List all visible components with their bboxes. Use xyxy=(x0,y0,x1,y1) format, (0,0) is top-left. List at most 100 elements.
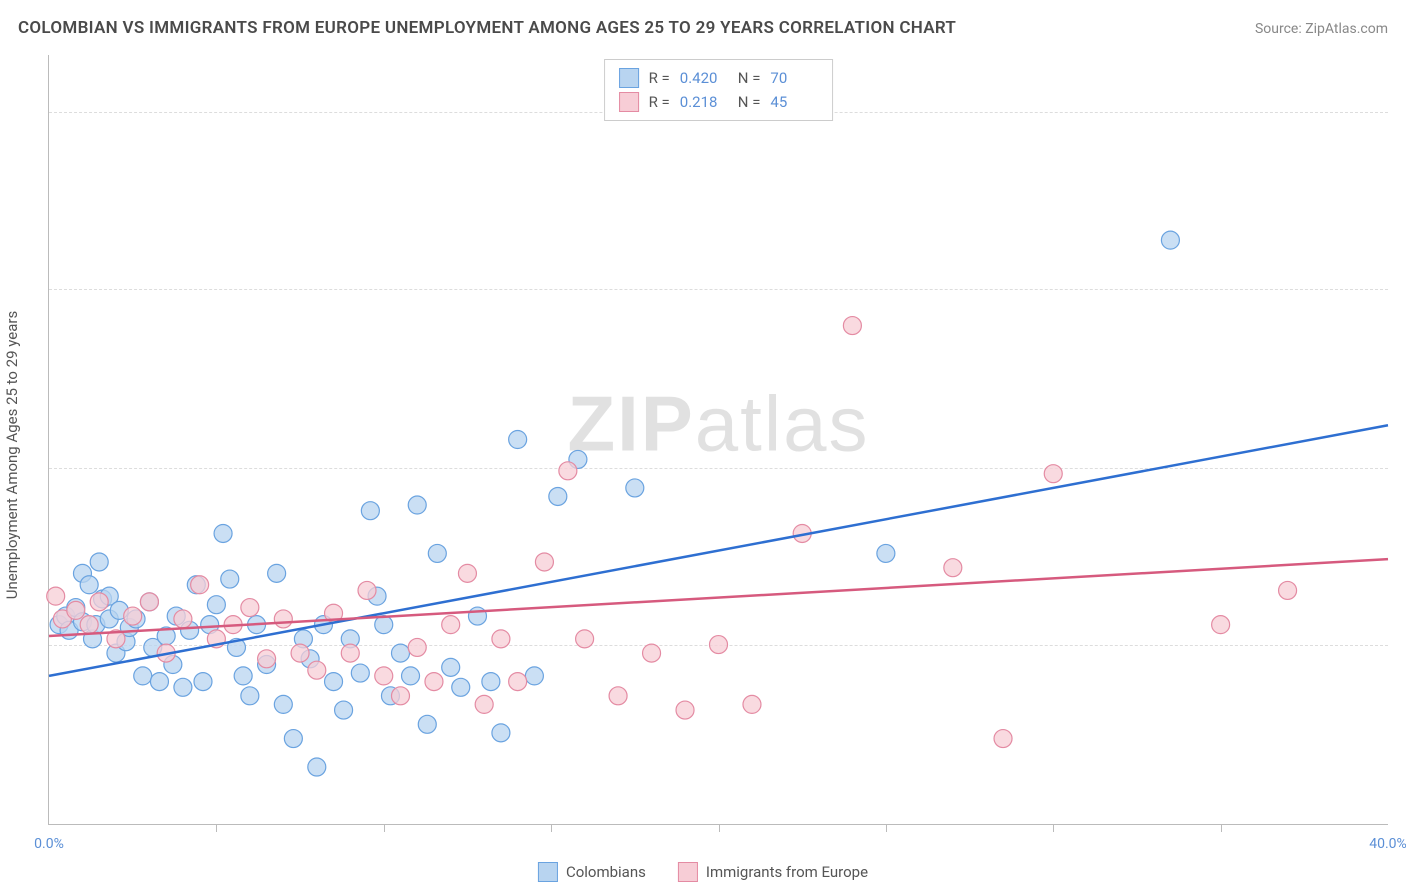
scatter-point xyxy=(358,581,376,599)
scatter-point xyxy=(140,593,158,611)
scatter-point xyxy=(452,678,470,696)
scatter-point xyxy=(458,564,476,582)
scatter-point xyxy=(492,630,510,648)
scatter-point xyxy=(335,701,353,719)
scatter-point xyxy=(308,661,326,679)
legend-label-colombians: Colombians xyxy=(566,863,646,881)
x-tick xyxy=(719,824,720,832)
x-tick xyxy=(886,824,887,832)
scatter-point xyxy=(391,687,409,705)
scatter-point xyxy=(191,576,209,594)
r-value-europe: 0.218 xyxy=(680,90,728,114)
scatter-point xyxy=(643,644,661,662)
scatter-point xyxy=(241,687,259,705)
scatter-point xyxy=(134,667,152,685)
scatter-point xyxy=(1212,616,1230,634)
scatter-point xyxy=(549,487,567,505)
scatter-point xyxy=(234,667,252,685)
scatter-point xyxy=(482,673,500,691)
scatter-point xyxy=(743,695,761,713)
scatter-point xyxy=(1161,231,1179,249)
source-attribution: Source: ZipAtlas.com xyxy=(1255,21,1388,37)
scatter-point xyxy=(361,502,379,520)
x-tick xyxy=(1053,824,1054,832)
swatch-europe xyxy=(619,92,639,112)
scatter-point xyxy=(90,593,108,611)
scatter-point xyxy=(492,724,510,742)
scatter-point xyxy=(221,570,239,588)
legend-label-europe: Immigrants from Europe xyxy=(706,863,868,881)
scatter-point xyxy=(274,695,292,713)
n-label: N = xyxy=(738,66,761,90)
scatter-point xyxy=(80,616,98,634)
scatter-point xyxy=(402,667,420,685)
scatter-point xyxy=(944,559,962,577)
scatter-point xyxy=(408,496,426,514)
x-tick xyxy=(1221,824,1222,832)
scatter-point xyxy=(391,644,409,662)
scatter-point xyxy=(626,479,644,497)
scatter-point xyxy=(408,638,426,656)
scatter-point xyxy=(418,715,436,733)
swatch-colombians xyxy=(619,68,639,88)
scatter-point xyxy=(67,601,85,619)
scatter-point xyxy=(442,616,460,634)
scatter-point xyxy=(174,610,192,628)
x-tick-label-left: 0.0% xyxy=(34,836,64,852)
scatter-point xyxy=(710,636,728,654)
scatter-point xyxy=(241,599,259,617)
n-value-europe: 45 xyxy=(770,90,818,114)
scatter-point xyxy=(274,610,292,628)
y-axis-label: Unemployment Among Ages 25 to 29 years xyxy=(3,311,21,599)
series-legend: Colombians Immigrants from Europe xyxy=(538,862,868,882)
scatter-point xyxy=(843,317,861,335)
scatter-point xyxy=(442,658,460,676)
correlation-row-colombians: R = 0.420 N = 70 xyxy=(619,66,819,90)
scatter-svg xyxy=(49,55,1388,824)
scatter-point xyxy=(509,673,527,691)
trend-line xyxy=(49,559,1388,636)
scatter-point xyxy=(207,596,225,614)
scatter-point xyxy=(375,667,393,685)
legend-item-europe: Immigrants from Europe xyxy=(678,862,868,882)
scatter-point xyxy=(475,695,493,713)
scatter-point xyxy=(291,644,309,662)
scatter-point xyxy=(994,730,1012,748)
chart-title: COLOMBIAN VS IMMIGRANTS FROM EUROPE UNEM… xyxy=(18,18,956,38)
scatter-point xyxy=(214,524,232,542)
scatter-point xyxy=(535,553,553,571)
scatter-point xyxy=(425,673,443,691)
scatter-point xyxy=(525,667,543,685)
scatter-point xyxy=(80,576,98,594)
plot-area: ZIPatlas R = 0.420 N = 70 R = 0.218 N = … xyxy=(48,55,1388,825)
scatter-point xyxy=(124,607,142,625)
x-tick-label-right: 40.0% xyxy=(1369,836,1406,852)
scatter-point xyxy=(428,544,446,562)
scatter-point xyxy=(258,650,276,668)
correlation-legend: R = 0.420 N = 70 R = 0.218 N = 45 xyxy=(604,59,834,121)
scatter-point xyxy=(351,664,369,682)
scatter-point xyxy=(877,544,895,562)
scatter-point xyxy=(576,630,594,648)
scatter-point xyxy=(509,431,527,449)
legend-swatch-europe xyxy=(678,862,698,882)
r-label: R = xyxy=(649,66,670,90)
scatter-point xyxy=(284,730,302,748)
legend-item-colombians: Colombians xyxy=(538,862,646,882)
correlation-row-europe: R = 0.218 N = 45 xyxy=(619,90,819,114)
scatter-point xyxy=(559,462,577,480)
legend-swatch-colombians xyxy=(538,862,558,882)
n-label: N = xyxy=(738,90,761,114)
scatter-point xyxy=(308,758,326,776)
scatter-point xyxy=(194,673,212,691)
scatter-point xyxy=(150,673,168,691)
scatter-point xyxy=(609,687,627,705)
title-bar: COLOMBIAN VS IMMIGRANTS FROM EUROPE UNEM… xyxy=(18,18,1388,38)
x-tick xyxy=(216,824,217,832)
r-value-colombians: 0.420 xyxy=(680,66,728,90)
scatter-point xyxy=(1279,581,1297,599)
scatter-point xyxy=(676,701,694,719)
scatter-point xyxy=(47,587,65,605)
scatter-point xyxy=(174,678,192,696)
scatter-point xyxy=(325,673,343,691)
